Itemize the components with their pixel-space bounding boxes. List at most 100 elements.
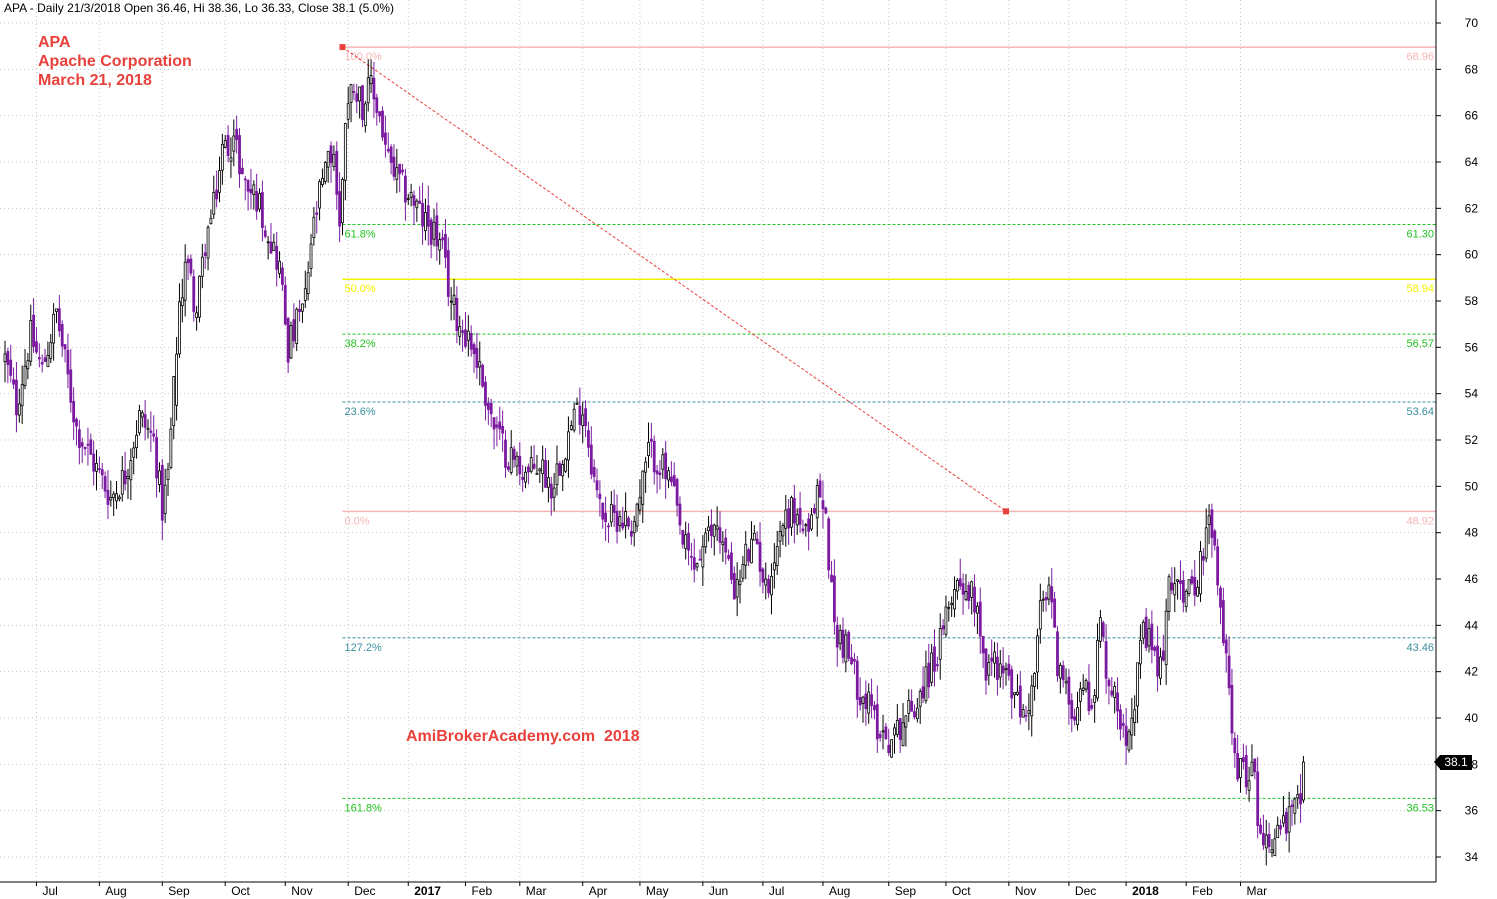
candle-body bbox=[17, 403, 21, 416]
candle-body bbox=[584, 408, 587, 427]
candle-body bbox=[976, 605, 979, 614]
candlestick-layer bbox=[3, 59, 1305, 866]
candle-body bbox=[175, 353, 179, 406]
candle-body bbox=[178, 301, 181, 355]
chart-header: APA - Daily 21/3/2018 Open 36.46, Hi 38.… bbox=[4, 1, 395, 15]
candle-body bbox=[775, 546, 779, 567]
candle-body bbox=[186, 258, 190, 264]
candle-body bbox=[910, 700, 914, 712]
candle-body bbox=[978, 601, 982, 637]
fib-level-label: 0.0% bbox=[344, 515, 369, 527]
candle-body bbox=[935, 664, 939, 667]
fib-level-label: 61.8% bbox=[344, 229, 375, 241]
candle-body bbox=[629, 531, 633, 537]
candle-body bbox=[718, 527, 722, 543]
candle-body bbox=[589, 444, 593, 475]
candle-body bbox=[200, 256, 204, 277]
candle-body bbox=[501, 425, 505, 434]
candle-body bbox=[426, 205, 430, 227]
candle-body bbox=[664, 452, 668, 480]
candle-body bbox=[632, 521, 636, 534]
candle-body bbox=[967, 584, 971, 602]
candle-body bbox=[607, 525, 610, 528]
chart-date: March 21, 2018 bbox=[38, 72, 152, 89]
candle-body bbox=[509, 447, 513, 473]
candle-body bbox=[1001, 665, 1005, 674]
candle-body bbox=[1133, 709, 1137, 724]
candle-body bbox=[189, 258, 193, 274]
candle-body bbox=[564, 458, 567, 472]
candle-body bbox=[218, 170, 221, 193]
candle-body bbox=[627, 517, 630, 527]
candle-body bbox=[893, 727, 896, 736]
candle-body bbox=[449, 300, 453, 303]
candle-body bbox=[1156, 645, 1159, 677]
candle-body bbox=[738, 580, 742, 586]
candle-body bbox=[615, 510, 619, 532]
candle-body bbox=[1239, 758, 1242, 778]
candle-body bbox=[575, 402, 579, 405]
fib-trend-end-marker bbox=[1003, 508, 1009, 515]
candle-body bbox=[1244, 755, 1248, 788]
fibonacci-layer: 100.0% 68.96 61.8% 61.30 50.0% 58.94 38.2% 56.5… bbox=[339, 44, 1436, 814]
candle-body bbox=[489, 402, 493, 415]
candle-body bbox=[75, 418, 78, 427]
candle-body bbox=[1193, 576, 1197, 596]
candle-body bbox=[669, 476, 673, 483]
candle-body bbox=[69, 369, 73, 403]
candle-body bbox=[695, 563, 699, 568]
candle-body bbox=[801, 528, 805, 532]
candle-body bbox=[55, 308, 58, 312]
candle-body bbox=[226, 135, 230, 157]
candle-body bbox=[998, 663, 1002, 678]
candle-body bbox=[444, 233, 447, 258]
candle-body bbox=[52, 313, 56, 344]
candle-body bbox=[1078, 688, 1082, 702]
candle-body bbox=[595, 480, 599, 491]
candle-body bbox=[1221, 600, 1225, 644]
candle-body bbox=[346, 103, 350, 120]
candle-body bbox=[690, 555, 693, 558]
candle-body bbox=[332, 153, 336, 167]
candle-body bbox=[240, 167, 244, 175]
candle-body bbox=[1161, 650, 1165, 661]
candle-body bbox=[535, 472, 539, 475]
candle-body bbox=[1284, 811, 1288, 834]
candle-body bbox=[412, 195, 416, 206]
candle-body bbox=[484, 381, 487, 406]
candle-body bbox=[323, 162, 327, 182]
candle-body bbox=[386, 148, 390, 152]
candle-body bbox=[1176, 579, 1179, 582]
candle-body bbox=[424, 212, 427, 232]
candle-body bbox=[12, 379, 15, 385]
candle-body bbox=[741, 564, 745, 579]
candle-body bbox=[692, 557, 696, 570]
candle-body bbox=[166, 468, 170, 480]
candle-body bbox=[544, 459, 547, 488]
candle-body bbox=[858, 697, 862, 706]
y-tick-label: 62 bbox=[1465, 201, 1479, 215]
candle-body bbox=[1073, 716, 1077, 721]
candle-body bbox=[747, 549, 750, 562]
candle-body bbox=[383, 132, 387, 145]
candle-body bbox=[847, 631, 851, 659]
candle-body bbox=[1027, 710, 1031, 714]
candle-body bbox=[1279, 825, 1282, 830]
candle-body bbox=[1087, 681, 1091, 712]
candle-body bbox=[721, 541, 725, 546]
candle-body bbox=[1010, 669, 1014, 699]
candle-body bbox=[1110, 690, 1114, 696]
candle-body bbox=[884, 726, 888, 740]
candle-body bbox=[827, 518, 831, 571]
candle-body bbox=[103, 476, 107, 492]
candle-body bbox=[787, 508, 791, 529]
x-tick-label: Feb bbox=[471, 884, 492, 898]
candle-body bbox=[212, 191, 216, 215]
x-tick-label: Oct bbox=[952, 884, 971, 898]
candle-body bbox=[1107, 679, 1111, 687]
candle-body bbox=[1041, 598, 1045, 601]
candle-body bbox=[895, 720, 899, 735]
candle-body bbox=[46, 354, 50, 368]
candle-body bbox=[1116, 692, 1119, 712]
candle-body bbox=[873, 705, 876, 711]
